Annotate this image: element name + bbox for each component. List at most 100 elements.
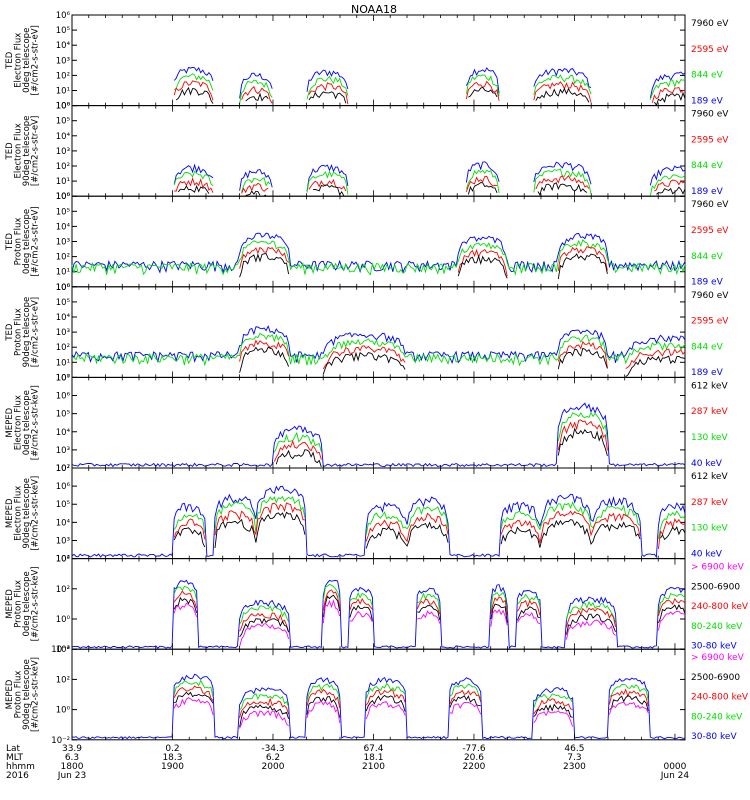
x-tick-label: Jun 24 <box>660 771 690 781</box>
y-tick-label: 10¹ <box>56 268 70 278</box>
y-axis-label: 90deg telescope <box>22 297 32 368</box>
y-tick-label: 10⁵ <box>56 298 70 308</box>
legend-entry: 240-800 keV <box>691 693 749 703</box>
legend-entry: 7960 eV <box>691 19 729 29</box>
legend-entry: 2500-6900 <box>691 673 740 683</box>
legend-entry: 7960 eV <box>691 291 729 301</box>
x-row-label: Lat <box>6 744 21 754</box>
y-axis-label: TED <box>5 142 15 161</box>
x-row-label: 2016 <box>6 771 29 781</box>
x-tick-label: -77.6 <box>462 744 486 754</box>
panel-frame <box>71 105 686 197</box>
x-tick-label: 2100 <box>362 762 385 772</box>
y-axis-label: Electron Flux <box>14 395 24 450</box>
legend-entry: 2595 eV <box>691 45 729 55</box>
y-axis-label: Electron Flux <box>14 486 24 541</box>
y-tick-label: 10⁶ <box>56 482 71 492</box>
x-tick-label: 67.4 <box>363 744 383 754</box>
series-line-2500-6900 <box>173 594 686 637</box>
x-tick-label: -34.3 <box>261 744 284 754</box>
y-tick-label: 10⁰ <box>56 283 71 293</box>
x-tick-label: 0000 <box>663 762 686 772</box>
y-tick-label: 10⁵ <box>56 26 70 36</box>
y-axis-label: 90deg telescope <box>22 478 32 549</box>
y-axis-label: Electron Flux <box>14 123 24 178</box>
y-tick-label: 10⁶ <box>56 392 71 402</box>
y-tick-label: 10² <box>56 71 70 81</box>
x-tick-label: 20.6 <box>464 753 484 763</box>
y-axis-label: [#/cm2-s-str-keV] <box>31 657 41 732</box>
x-tick-label: 0.2 <box>165 744 179 754</box>
y-tick-label: 10⁻² <box>51 645 70 655</box>
series-line-189-ev <box>71 232 686 274</box>
series-line-189-ev <box>173 66 686 99</box>
x-tick-label: 2200 <box>463 762 486 772</box>
legend-entry: 2500-6900 <box>691 582 740 592</box>
series-line-40-kev <box>71 485 686 559</box>
y-tick-label: 10⁴ <box>56 518 71 528</box>
y-tick-label: 10³ <box>56 446 70 456</box>
legend-entry: 844 eV <box>691 161 724 171</box>
x-tick-label: 18.1 <box>363 753 383 763</box>
series-line-80-240-kev <box>173 583 686 625</box>
y-tick-label: 10³ <box>56 147 70 157</box>
y-tick-label: 10⁴ <box>56 132 71 142</box>
y-axis-label: Proton Flux <box>14 671 24 719</box>
y-tick-label: 10⁰ <box>56 102 71 112</box>
legend-entry: 844 eV <box>691 342 724 352</box>
y-tick-label: 10⁰ <box>56 615 71 625</box>
y-tick-label: 10² <box>56 253 70 263</box>
y-tick-label: 10⁵ <box>56 117 70 127</box>
y-tick-label: 10⁴ <box>56 428 71 438</box>
series-line-2500-6900 <box>174 691 649 728</box>
y-axis-label: MEPED <box>5 679 15 709</box>
legend-entry: 189 eV <box>691 96 724 106</box>
y-tick-label: 10⁴ <box>56 222 71 232</box>
y-axis-label: 90deg telescope <box>22 659 32 730</box>
series-line-80-240-kev <box>173 679 649 711</box>
series-line-2595-ev <box>173 80 686 105</box>
legend-entry: 287 keV <box>691 407 728 417</box>
y-tick-label: 10⁴ <box>56 313 71 323</box>
x-tick-label: 1800 <box>61 762 84 772</box>
series-line-7960-ev <box>177 182 686 197</box>
y-tick-label: 10² <box>56 343 70 353</box>
x-tick-label: 2300 <box>563 762 586 772</box>
y-tick-label: 10² <box>56 464 70 474</box>
legend-entry: > 6900 keV <box>691 653 745 663</box>
y-tick-label: 10² <box>56 585 70 595</box>
y-tick-label: 10³ <box>56 328 70 338</box>
y-axis-label: [#/cm2-s-str-keV] <box>31 476 41 551</box>
legend-entry: 844 eV <box>691 252 724 262</box>
series-line-2595-ev <box>239 246 608 277</box>
series-line-612-kev <box>275 427 608 468</box>
y-axis-label: 0deg telescope <box>22 571 32 636</box>
x-tick-label: 46.5 <box>564 744 584 754</box>
y-tick-label: 10² <box>56 555 70 565</box>
y-axis-label: Electron Flux <box>14 33 24 88</box>
y-tick-label: 10⁻² <box>51 736 70 746</box>
series-line-287-kev <box>273 419 608 462</box>
legend-entry: 189 eV <box>691 368 724 378</box>
y-tick-label: 10⁰ <box>56 373 71 383</box>
legend-entry: 2595 eV <box>691 226 729 236</box>
panel-frame <box>71 467 686 560</box>
series-line-240-800-kev <box>173 685 649 719</box>
series-line-844-ev <box>173 168 686 196</box>
legend-entry: 844 eV <box>691 71 724 81</box>
legend-entry: 7960 eV <box>691 110 729 120</box>
y-axis-label: TED <box>5 51 15 70</box>
legend-entry: 612 keV <box>691 381 728 391</box>
legend-entry: 40 keV <box>691 549 723 559</box>
y-axis-label: TED <box>5 232 15 251</box>
series-line-30-80-kev <box>71 673 686 740</box>
y-tick-label: 10⁴ <box>56 41 71 51</box>
x-row-label: hhmm <box>6 762 35 772</box>
legend-entry: 30-80 keV <box>691 642 737 652</box>
y-axis-label: 0deg telescope <box>22 28 32 93</box>
